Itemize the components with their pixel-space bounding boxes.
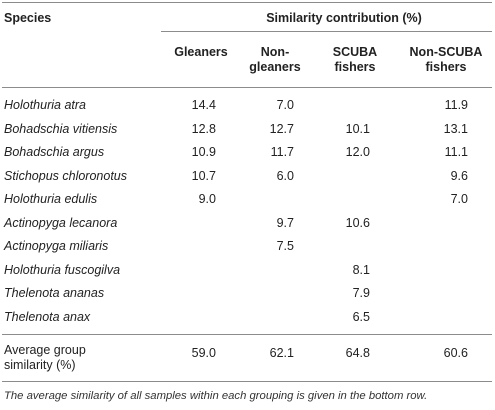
value-non-scuba-fishers: 7.0 xyxy=(450,192,468,206)
summary-value-non-gleaners: 62.1 xyxy=(269,346,294,360)
species-name: Bohadschia vitiensis xyxy=(4,121,118,136)
value-gleaners: 10.7 xyxy=(191,168,216,183)
value-scuba-fishers: 10.1 xyxy=(345,121,370,136)
value-gleaners: 9.0 xyxy=(198,192,216,206)
value-gleaners: 14.4 xyxy=(191,98,216,112)
value-non-scuba-fishers: 11.9 xyxy=(444,98,468,112)
species-header: Species xyxy=(4,11,52,25)
value-non-scuba-fishers: 13.1 xyxy=(443,121,468,136)
species-name: Holothuria fuscogilva xyxy=(4,262,121,277)
value-non-scuba-fishers: 11.1 xyxy=(444,145,468,159)
species-name: Thelenota anax xyxy=(4,309,91,324)
similarity-header: Similarity contribution (%) xyxy=(266,11,422,25)
column-header-gleaners: Gleaners xyxy=(174,45,228,59)
value-gleaners: 10.9 xyxy=(191,145,216,159)
table-top-rule xyxy=(2,2,492,3)
table-footnote: The average similarity of all samples wi… xyxy=(4,390,428,402)
value-non-scuba-fishers: 9.6 xyxy=(450,168,468,183)
species-name: Actinopyga miliaris xyxy=(4,239,109,253)
value-gleaners: 12.8 xyxy=(191,121,216,136)
table-bottom-rule xyxy=(2,381,492,382)
summary-value-gleaners: 59.0 xyxy=(191,346,216,360)
summary-label: Average group similarity (%) xyxy=(4,343,86,372)
value-non-gleaners: 7.5 xyxy=(276,239,294,253)
species-name: Bohadschia argus xyxy=(4,145,105,159)
species-name: Stichopus chloronotus xyxy=(4,168,127,183)
value-scuba-fishers: 8.1 xyxy=(352,262,370,277)
species-name: Holothuria atra xyxy=(4,98,86,112)
column-header-non-scuba-fishers: Non-SCUBA fishers xyxy=(409,45,483,74)
header-sub-rule xyxy=(161,31,492,32)
summary-top-rule xyxy=(2,334,492,335)
column-header-non-gleaners: Non- gleaners xyxy=(249,45,301,74)
summary-value-non-scuba-fishers: 60.6 xyxy=(443,346,468,360)
species-name: Holothuria edulis xyxy=(4,192,98,206)
value-scuba-fishers: 6.5 xyxy=(352,309,370,324)
species-name: Actinopyga lecanora xyxy=(4,215,118,230)
column-header-scuba-fishers: SCUBA fishers xyxy=(332,45,378,74)
value-scuba-fishers: 7.9 xyxy=(352,286,370,300)
summary-value-scuba-fishers: 64.8 xyxy=(345,346,370,360)
value-non-gleaners: 6.0 xyxy=(276,168,294,183)
species-name: Thelenota ananas xyxy=(4,286,105,300)
value-non-gleaners: 11.7 xyxy=(270,145,294,159)
value-non-gleaners: 12.7 xyxy=(269,121,294,136)
value-scuba-fishers: 10.6 xyxy=(345,215,370,230)
value-non-gleaners: 9.7 xyxy=(276,215,294,230)
value-non-gleaners: 7.0 xyxy=(276,98,294,112)
value-scuba-fishers: 12.0 xyxy=(345,145,370,159)
header-bottom-rule xyxy=(2,87,492,88)
